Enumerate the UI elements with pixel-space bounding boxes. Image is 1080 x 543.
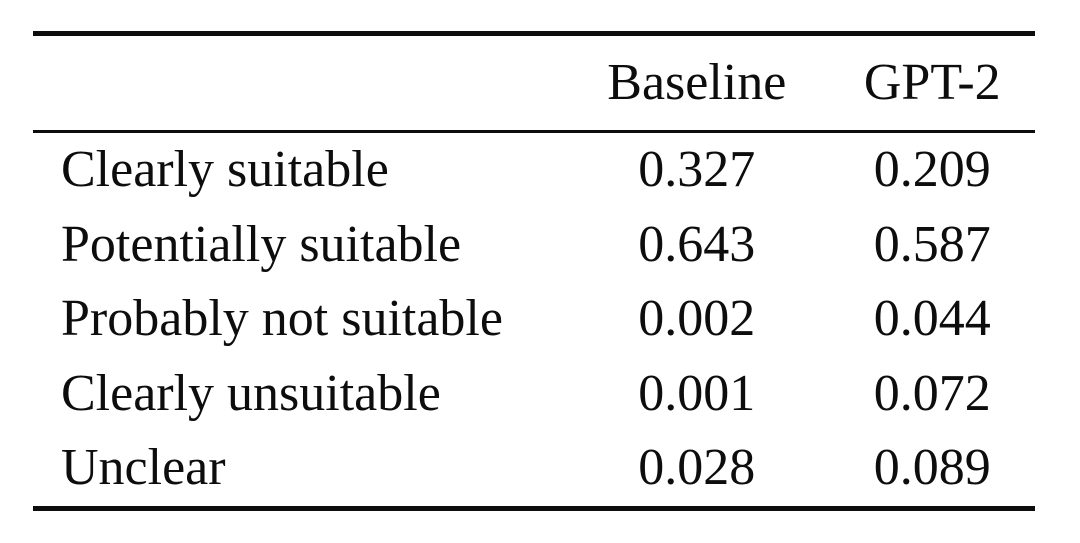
table-row: Potentially suitable 0.643 0.587 xyxy=(33,208,1035,283)
baseline-value: 0.001 xyxy=(638,364,756,422)
table-header-row: Baseline GPT-2 xyxy=(33,36,1035,130)
baseline-value: 0.327 xyxy=(638,141,756,199)
table-row: Probably not suitable 0.002 0.044 xyxy=(33,282,1035,357)
results-table: Baseline GPT-2 Clearly suitable 0.327 0.… xyxy=(33,31,1035,511)
gpt2-value: 0.044 xyxy=(873,290,991,348)
row-label: Probably not suitable xyxy=(61,290,503,348)
baseline-value: 0.643 xyxy=(638,215,756,273)
gpt2-value: 0.072 xyxy=(873,364,991,422)
table-row: Clearly unsuitable 0.001 0.072 xyxy=(33,357,1035,432)
table-bottom-rule xyxy=(33,505,1035,511)
row-label: Clearly suitable xyxy=(61,141,389,199)
gpt2-value: 0.209 xyxy=(873,141,991,199)
baseline-value: 0.002 xyxy=(638,290,756,348)
header-baseline: Baseline xyxy=(607,54,787,111)
gpt2-value: 0.587 xyxy=(873,215,991,273)
baseline-value: 0.028 xyxy=(638,439,756,497)
table-top-rule xyxy=(33,31,1035,36)
header-gpt2: GPT-2 xyxy=(863,54,1001,111)
row-label: Unclear xyxy=(61,439,226,497)
row-label: Clearly unsuitable xyxy=(61,364,441,422)
table-row: Unclear 0.028 0.089 xyxy=(33,431,1035,506)
row-label: Potentially suitable xyxy=(61,215,462,273)
table-row: Clearly suitable 0.327 0.209 xyxy=(33,133,1035,208)
gpt2-value: 0.089 xyxy=(873,439,991,497)
table-mid-rule xyxy=(33,130,1035,133)
